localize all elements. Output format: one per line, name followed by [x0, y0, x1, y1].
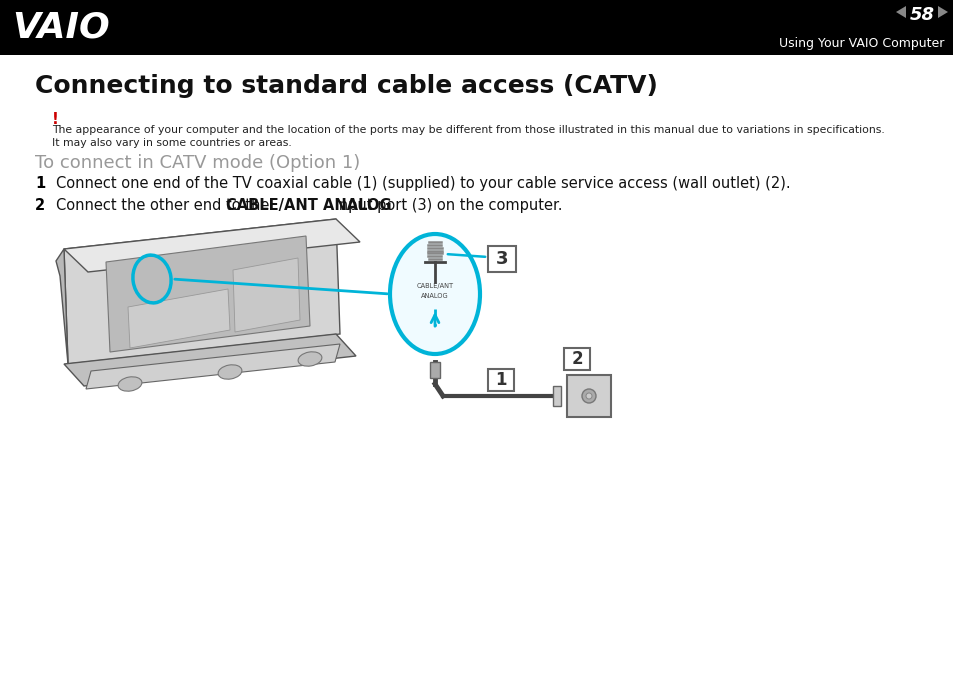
Text: 1: 1 [495, 371, 506, 389]
Text: CABLE/ANT ANALOG: CABLE/ANT ANALOG [226, 198, 391, 213]
Polygon shape [64, 219, 339, 364]
Text: Connecting to standard cable access (CATV): Connecting to standard cable access (CAT… [35, 74, 658, 98]
Text: VAIO: VAIO [12, 11, 110, 44]
FancyBboxPatch shape [563, 348, 589, 370]
Polygon shape [106, 236, 310, 352]
Ellipse shape [390, 234, 479, 354]
Polygon shape [56, 249, 68, 364]
Text: Connect one end of the TV coaxial cable (1) (supplied) to your cable service acc: Connect one end of the TV coaxial cable … [56, 176, 790, 191]
Ellipse shape [218, 365, 242, 379]
Polygon shape [64, 219, 359, 272]
FancyBboxPatch shape [566, 375, 610, 417]
Text: CABLE/ANT: CABLE/ANT [416, 283, 453, 289]
Polygon shape [233, 258, 299, 332]
Text: Using Your VAIO Computer: Using Your VAIO Computer [778, 36, 943, 49]
Text: It may also vary in some countries or areas.: It may also vary in some countries or ar… [52, 138, 292, 148]
Text: 1: 1 [35, 176, 45, 191]
Text: ANALOG: ANALOG [420, 293, 448, 299]
Polygon shape [86, 344, 339, 389]
Polygon shape [895, 6, 905, 18]
Ellipse shape [118, 377, 142, 391]
Text: input port (3) on the computer.: input port (3) on the computer. [330, 198, 561, 213]
Ellipse shape [297, 352, 321, 366]
Polygon shape [64, 334, 355, 386]
Text: Connect the other end to the: Connect the other end to the [56, 198, 274, 213]
FancyBboxPatch shape [488, 369, 514, 391]
Ellipse shape [585, 393, 592, 399]
Text: 2: 2 [571, 350, 582, 368]
Text: 2: 2 [35, 198, 45, 213]
Text: To connect in CATV mode (Option 1): To connect in CATV mode (Option 1) [35, 154, 360, 172]
Polygon shape [128, 289, 230, 348]
FancyBboxPatch shape [553, 386, 560, 406]
FancyBboxPatch shape [430, 362, 439, 378]
Bar [0, 0, 953, 55]
Polygon shape [937, 6, 947, 18]
Text: !: ! [52, 112, 59, 127]
Text: 58: 58 [908, 6, 934, 24]
Text: 3: 3 [496, 250, 508, 268]
Ellipse shape [581, 389, 596, 403]
FancyBboxPatch shape [488, 246, 516, 272]
Text: The appearance of your computer and the location of the ports may be different f: The appearance of your computer and the … [52, 125, 883, 135]
